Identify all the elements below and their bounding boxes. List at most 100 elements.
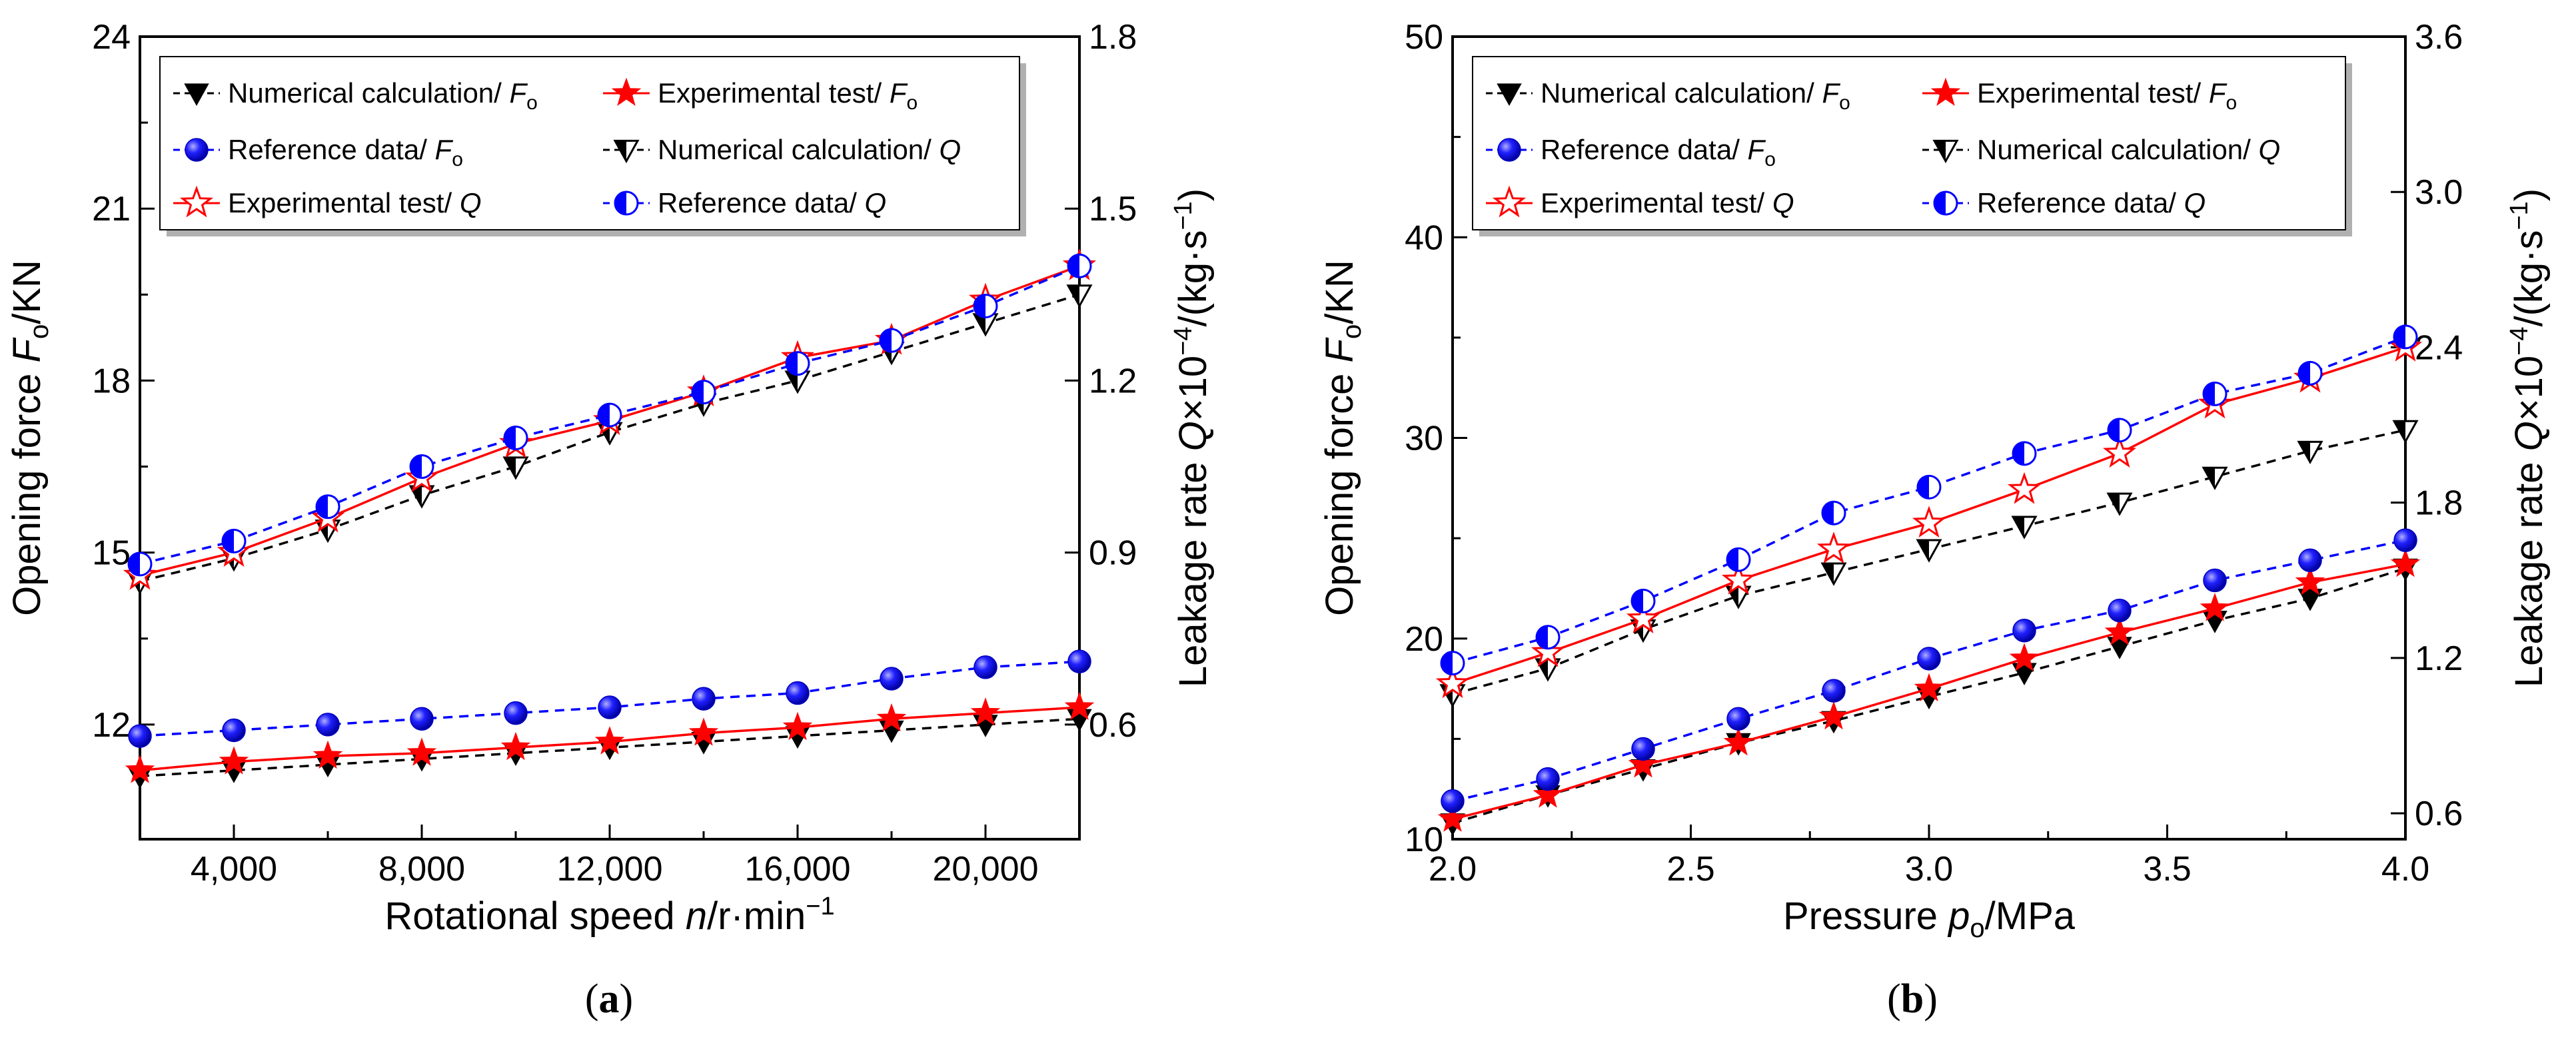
data-point-2-6 [2012,618,2036,643]
data-point-5-7-fill [786,352,798,375]
data-point-5-1 [1535,625,1561,650]
data-point-2-2 [1631,737,1655,761]
legend-label-sub-0: o [1839,92,1850,114]
data-point-5-8-fill [880,329,892,352]
x-tick-label: 8,000 [378,850,465,888]
data-point-4-6-shape [2007,472,2042,504]
legend-label-text-0: Numerical calculation/ [228,77,510,109]
data-point-5-10 [1067,253,1092,278]
data-point-5-5-fill [1918,476,1929,499]
data-point-3-6-fill [2013,517,2024,537]
legend-marker-2 [185,138,209,162]
data-point-1-7-shape [2104,617,2135,645]
data-point-2-10-shape [2393,528,2417,552]
y-right-label-text: Leakage rate [2507,451,2551,687]
data-point-5-4 [503,426,528,450]
data-point-2-8 [2203,568,2227,593]
legend-marker-0 [184,83,209,107]
data-point-4-4 [1816,531,1851,563]
y-right-tick-label: 1.2 [2415,639,2463,678]
legend-label-var-2: F [435,134,454,165]
series-line-3 [139,293,1080,583]
legend-marker-5 [614,190,639,216]
data-point-5-0-fill [1441,651,1453,675]
data-point-5-4 [1821,500,1846,525]
data-point-1-3-shape [1723,727,1754,756]
data-point-1-8 [876,703,907,732]
legend-marker-1 [1930,77,1961,106]
data-point-1-0 [1437,803,1468,832]
data-point-3-7 [2106,492,2133,516]
legend-marker-3 [613,139,640,164]
legend-label-5: Reference data/ Q [1977,187,2206,218]
data-point-5-9 [973,294,998,319]
data-point-2-2 [316,713,340,737]
x-axis-label: Pressure po/MPa [1783,894,2076,943]
data-point-1-10 [2390,548,2421,577]
series-line-5 [1452,336,2406,665]
data-point-1-9-shape [970,697,1001,726]
data-point-2-9-shape [2298,548,2322,573]
legend-box [1472,56,2346,230]
data-point-5-9-fill [2299,362,2310,385]
legend-label-4: Experimental test/ Q [1541,187,1794,218]
data-point-1-0-shape [125,755,155,783]
y-right-label-mid: ×10 [1171,356,1215,421]
x-tick-label: 20,000 [932,850,1038,888]
y-right-tick-label: 0.6 [2415,795,2463,833]
y-left-label-var: F [5,336,49,362]
data-point-3-10 [2392,420,2419,444]
series-layer [123,248,1097,789]
data-point-2-3 [1726,707,1750,731]
data-point-1-4 [1818,701,1849,730]
legend: Numerical calculation/ Fo Experimental te… [1472,56,2352,236]
legend-label-text-5: Reference data/ [658,187,865,218]
y-left-tick-label: 30 [1405,420,1443,458]
data-point-1-10-shape [2390,548,2421,577]
data-point-1-3 [1723,727,1754,756]
data-point-3-5 [1916,539,1942,563]
legend-marker-3 [1932,139,1959,164]
data-point-3-9-fill [974,314,985,335]
legend-marker-0 [1497,83,1522,107]
data-point-4-1-shape [1531,635,1565,667]
data-point-2-9 [2298,548,2322,573]
data-point-1-3-shape [406,737,437,766]
y-left-label-sub: o [25,324,54,339]
data-point-2-7-shape [2108,598,2132,623]
data-point-3-7-fill [786,371,798,392]
data-point-2-5-shape [1917,647,1941,671]
data-point-2-5 [1917,647,1941,671]
data-point-5-7-fill [2108,418,2120,442]
series-line-2 [1452,539,2406,803]
data-point-1-5 [1914,673,1944,702]
data-point-4-2 [1626,601,1660,633]
data-point-2-7 [2108,598,2132,623]
y-right-tick-label: 3.6 [2415,18,2463,57]
legend-label-text-2: Reference data/ [228,134,435,165]
data-point-3-4-fill [504,457,516,478]
caption-a: (a) [585,976,633,1022]
x-tick-label: 2.0 [1429,850,1477,888]
data-point-0-7-shape [2107,637,2132,659]
legend-marker-1 [611,77,642,106]
data-point-1-4-shape [1818,701,1849,730]
y-left-label-sub: o [1337,324,1367,339]
data-point-4-0 [1435,666,1470,699]
data-point-2-2-shape [316,713,340,737]
x-axis-label-unit: /MPa [1985,894,2076,938]
data-point-3-9 [2297,440,2323,465]
data-point-3-3-fill [410,486,422,507]
x-axis-label: Rotational speed n/r·min−1 [384,892,834,938]
data-point-4-1 [1531,635,1565,667]
data-point-5-4-fill [1822,502,1834,525]
data-point-1-5-shape [594,726,625,755]
legend-label-var-3: Q [2259,134,2281,165]
data-point-0-7 [2107,637,2132,659]
x-tick-label: 16,000 [744,850,850,888]
y-right-tick-label: 0.6 [1089,706,1137,745]
x-tick-label: 4,000 [191,850,277,888]
x-axis-label-text: Rotational speed [384,894,685,938]
y-left-tick-label: 15 [92,534,131,573]
legend-label-var-3: Q [940,134,962,165]
